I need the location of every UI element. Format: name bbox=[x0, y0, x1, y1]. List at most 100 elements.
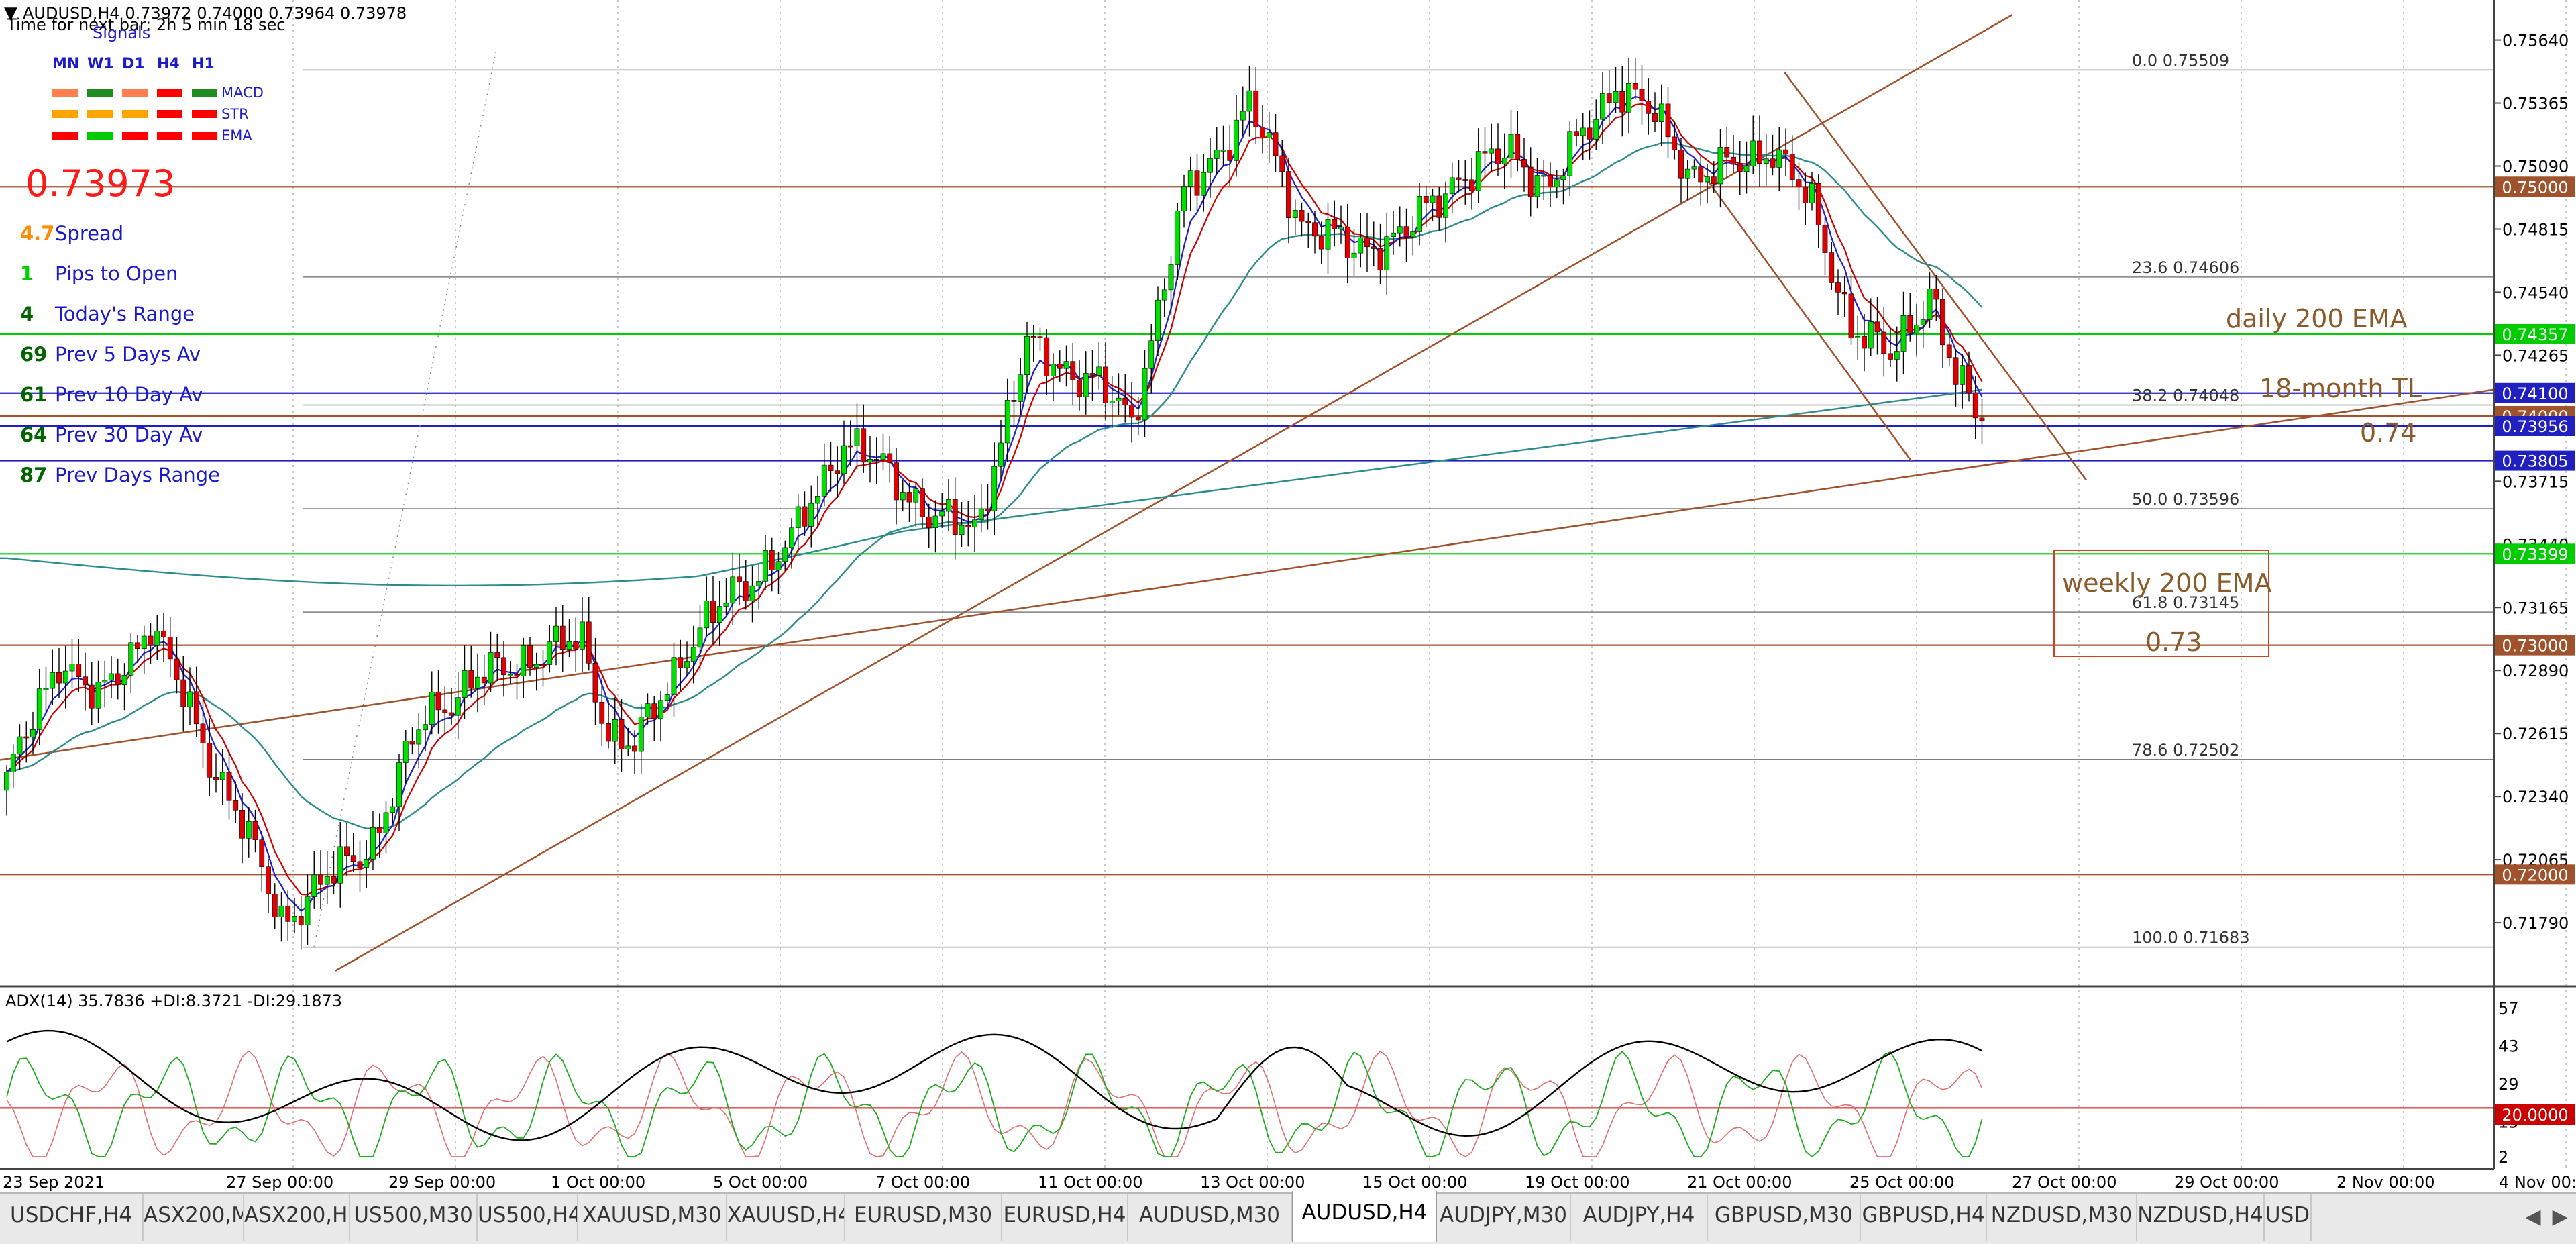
candle-body bbox=[1077, 380, 1082, 397]
chart-tab[interactable]: EURUSD,H4 bbox=[1002, 1194, 1128, 1241]
candle-body bbox=[1175, 211, 1181, 265]
chart-tab[interactable]: XAUUSD,M30 bbox=[578, 1194, 727, 1241]
candle-body bbox=[632, 745, 637, 752]
daily-200-ema-label: daily 200 EMA bbox=[2226, 304, 2408, 333]
candle-body bbox=[1724, 147, 1730, 158]
time-label: 19 Oct 00:00 bbox=[1525, 1173, 1629, 1192]
chart-tab[interactable]: GBPUSD,M30 bbox=[1708, 1194, 1861, 1241]
chart-tab[interactable]: US500,M30 bbox=[350, 1194, 478, 1241]
price-tick-label: 0.74815 bbox=[2502, 220, 2569, 239]
candle-body bbox=[1344, 226, 1350, 258]
price-tick-label: 0.74265 bbox=[2502, 346, 2569, 365]
adx-minus-di-line bbox=[6, 1050, 1983, 1157]
price-tick-label: 0.75090 bbox=[2502, 158, 2569, 176]
candle-body bbox=[429, 692, 435, 725]
candle-body bbox=[710, 601, 716, 623]
signal-timeframe: H4 bbox=[157, 56, 180, 72]
candle-body bbox=[1004, 400, 1010, 444]
candle-body bbox=[219, 772, 225, 780]
candle-body bbox=[1632, 83, 1638, 90]
candle-body bbox=[311, 874, 317, 897]
candle-body bbox=[1548, 174, 1553, 187]
candle-body bbox=[592, 663, 598, 703]
candle-body bbox=[1613, 91, 1619, 103]
candle-body bbox=[1260, 127, 1265, 138]
candle-body bbox=[1201, 172, 1207, 196]
chart-tab[interactable]: EURUSD,M30 bbox=[845, 1194, 1002, 1241]
level-tag-value: 0.73956 bbox=[2502, 417, 2568, 436]
candle-body bbox=[1580, 127, 1586, 136]
stat-value: 4 bbox=[20, 303, 34, 325]
candle-body bbox=[435, 692, 441, 711]
chart-tab[interactable]: AUDUSD,M30 bbox=[1128, 1194, 1292, 1241]
chart-tab[interactable]: GBPUSD,H4 bbox=[1861, 1194, 1987, 1241]
time-label: 23 Sep 2021 bbox=[3, 1173, 105, 1192]
candle-body bbox=[1567, 131, 1573, 176]
candle-body bbox=[1626, 83, 1631, 113]
chart-tab[interactable]: NZDUSD,H4 bbox=[2137, 1194, 2265, 1241]
candle-body bbox=[233, 800, 239, 811]
tab-prev-icon[interactable]: ◀ bbox=[2525, 1205, 2541, 1229]
triangle-down-icon[interactable]: ▼ bbox=[4, 3, 17, 23]
level-tag bbox=[2496, 323, 2575, 344]
chart-tab[interactable]: USDCHF,H4 bbox=[0, 1194, 144, 1241]
candle-body bbox=[521, 645, 527, 676]
candle-body bbox=[1848, 293, 1854, 338]
candle-body bbox=[402, 741, 409, 763]
candle-body bbox=[278, 905, 284, 917]
candle-body bbox=[364, 858, 370, 868]
chart-tab[interactable]: US500,H4 bbox=[478, 1194, 578, 1241]
chart-tab[interactable]: ASX200,M15 bbox=[144, 1194, 244, 1241]
candle-body bbox=[1953, 357, 1959, 385]
candle-body bbox=[1691, 166, 1697, 170]
candle-body bbox=[1051, 364, 1056, 376]
candle-body bbox=[1377, 248, 1383, 271]
signal-timeframe: MN bbox=[52, 56, 79, 72]
candle-body bbox=[894, 462, 899, 501]
stat-value: 1 bbox=[20, 262, 34, 285]
chart-tab[interactable]: XAUUSD,H4 bbox=[727, 1194, 845, 1241]
candle-body bbox=[965, 525, 971, 527]
chart-area[interactable]: 0.0 0.75509 23.6 0.74606 38.2 0.74048 50.0 … bbox=[0, 0, 2576, 1192]
price-tick-label: 0.75365 bbox=[2502, 95, 2569, 113]
candle-body bbox=[835, 470, 841, 474]
candle-body bbox=[1148, 340, 1155, 369]
signal-block bbox=[52, 89, 78, 97]
chart-tab[interactable]: AUDUSD,H4 bbox=[1292, 1191, 1437, 1242]
candle-body bbox=[998, 442, 1004, 467]
candle-body bbox=[1423, 195, 1429, 203]
candle-body bbox=[246, 821, 252, 839]
candlesticks bbox=[4, 58, 1985, 950]
candle-body bbox=[1410, 231, 1416, 238]
candle-body bbox=[494, 652, 500, 658]
candle-body bbox=[1868, 321, 1874, 349]
candle-body bbox=[920, 488, 925, 517]
triangle-right-icon[interactable]: ▶ bbox=[2552, 1205, 2568, 1229]
candle-body bbox=[697, 627, 703, 648]
candle-body bbox=[808, 503, 814, 527]
candle-body bbox=[344, 846, 350, 856]
candle-body bbox=[1208, 158, 1213, 173]
chart-tab[interactable]: USD bbox=[2265, 1194, 2312, 1241]
chart-tab[interactable]: AUDJPY,M30 bbox=[1437, 1194, 1571, 1241]
candle-body bbox=[716, 606, 722, 623]
level-tag-value: 0.73399 bbox=[2502, 545, 2568, 564]
signal-block bbox=[87, 89, 113, 97]
chart-tab[interactable]: ASX200,H4 bbox=[244, 1194, 350, 1241]
candle-body bbox=[828, 464, 834, 471]
level-tag-value: 0.74357 bbox=[2502, 325, 2568, 344]
candle-body bbox=[1508, 134, 1514, 159]
price-tick-label: 0.71790 bbox=[2502, 914, 2569, 933]
fib-level-label: 78.6 0.72502 bbox=[2132, 741, 2239, 760]
level-tag-value: 0.73000 bbox=[2502, 637, 2568, 656]
price-tick-label: 0.72615 bbox=[2502, 725, 2569, 743]
candle-body bbox=[991, 466, 998, 511]
candle-body bbox=[658, 700, 663, 719]
candle-body bbox=[390, 806, 396, 813]
candle-body bbox=[1705, 176, 1710, 183]
level-tag-value: 0.75000 bbox=[2502, 178, 2568, 197]
chart-tab[interactable]: AUDJPY,H4 bbox=[1571, 1194, 1708, 1241]
18-month-tl-label: 18-month TL bbox=[2259, 374, 2422, 403]
chart-tab[interactable]: NZDUSD,M30 bbox=[1987, 1194, 2137, 1241]
stat-label: Pips to Open bbox=[55, 262, 178, 285]
